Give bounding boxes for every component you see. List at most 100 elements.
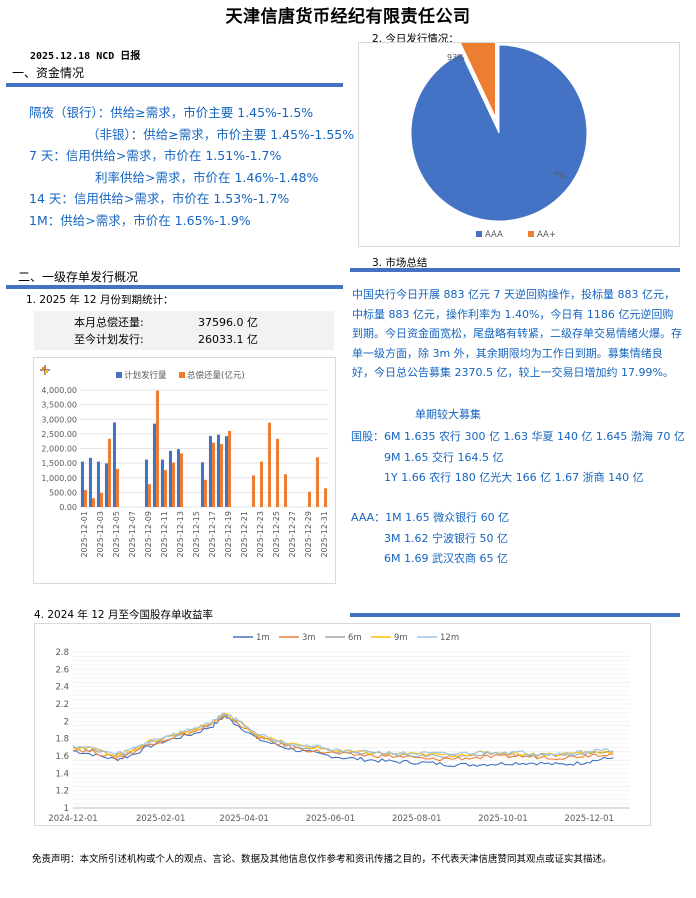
line-y-tick-label: 1.2 xyxy=(55,787,69,797)
large-issuance-line: 6M 1.69 武汉农商 65 亿 xyxy=(384,552,508,565)
market-summary-text: 中国央行今日开展 883 亿元 7 天逆回购操作，投标量 883 亿元，中标量 … xyxy=(352,288,682,380)
bar-planned xyxy=(216,434,220,507)
line-series-12m xyxy=(72,712,614,756)
bar-planned xyxy=(104,463,108,507)
company-title: 天津信唐货币经纪有限责任公司 xyxy=(225,7,471,27)
bar-x-tick-label: 2025-12-15 xyxy=(192,511,201,558)
line-y-tick-label: 2.4 xyxy=(55,683,69,693)
bar-repayment xyxy=(92,498,96,507)
funding-section-heading: 一、资金情况 xyxy=(12,66,85,80)
line-series-9m xyxy=(73,712,614,758)
line-y-tick-label: 1 xyxy=(64,804,69,814)
funding-line: （非银）：供给≥需求，市价主要 1.45%-1.55% xyxy=(87,127,355,142)
bar-repayment xyxy=(260,461,264,507)
stat-row: 本月总偿还量: 37596.0 亿 xyxy=(34,314,334,331)
funding-line: 隔夜（银行）：供给≥需求，市价主要 1.45%-1.5% xyxy=(29,105,314,120)
bar-x-tick-label: 2025-12-09 xyxy=(144,511,153,558)
bar-repayment xyxy=(164,470,168,507)
bar-x-tick-label: 2025-12-31 xyxy=(320,511,329,558)
issuance-bar-chart: 0.00 500.00 1,000.00 1,500.00 2,000.00 2,500.… xyxy=(33,357,336,584)
bar-planned xyxy=(144,459,148,507)
bar-planned xyxy=(160,459,164,507)
line-x-tick-label: 2025-10-01 xyxy=(478,814,527,824)
issuance-pie-chart: 93% 7% AAA AA+ xyxy=(358,28,680,247)
bar-repayment xyxy=(220,444,224,507)
section-divider xyxy=(350,268,680,272)
line-y-tick-label: 2.2 xyxy=(55,700,69,710)
legend-label: 总偿还量(亿元) xyxy=(187,370,245,381)
bar-repayment xyxy=(212,442,216,507)
bar-y-tick-label: 1,000.00 xyxy=(41,474,77,483)
bar-repayment xyxy=(116,468,120,507)
line-legend-label: 9m xyxy=(394,633,408,643)
section-divider xyxy=(6,83,343,87)
disclaimer-text: 免责声明：本文所引述机构或个人的观点、言论、数据及其他信息仅作参考和资讯传播之目… xyxy=(32,854,612,865)
yield-section-heading: 4. 2024 年 12 月至今国股存单收益率 xyxy=(34,609,213,621)
bar-y-tick-label: 3,000.00 xyxy=(41,415,77,424)
bar-repayment xyxy=(252,475,256,507)
pie-legend-label: AA+ xyxy=(537,230,556,240)
line-y-tick-label: 2.8 xyxy=(55,648,69,658)
bar-planned xyxy=(200,462,204,507)
stat-label: 本月总偿还量: xyxy=(74,316,144,329)
line-x-tick-label: 2025-02-01 xyxy=(136,814,185,824)
bar-y-tick-label: 2,500.00 xyxy=(41,430,77,439)
bar-x-tick-label: 2025-12-01 xyxy=(80,511,89,558)
stat-value: 26033.1 亿 xyxy=(198,333,258,346)
bar-planned xyxy=(96,461,100,507)
bar-x-tick-label: 2025-12-13 xyxy=(176,511,185,558)
bar-repayment xyxy=(84,490,88,507)
market-summary-heading: 3. 市场总结 xyxy=(372,257,428,269)
bar-planned xyxy=(168,450,172,507)
stat-value: 37596.0 亿 xyxy=(198,316,258,329)
section-divider xyxy=(350,613,680,617)
line-x-tick-label: 2025-04-01 xyxy=(219,814,268,824)
bar-x-tick-label: 2025-12-05 xyxy=(112,511,121,558)
stat-label: 至今计划发行: xyxy=(74,333,144,346)
bar-planned xyxy=(208,435,212,507)
bar-y-tick-label: 4,000.00 xyxy=(41,386,77,395)
maturity-stats-heading: 1. 2025 年 12 月份到期统计： xyxy=(26,294,174,306)
line-legend-label: 6m xyxy=(348,633,362,643)
funding-line: 1M：供给>需求，市价在 1.65%-1.9% xyxy=(29,213,251,228)
bar-x-tick-label: 2025-12-25 xyxy=(272,511,281,558)
bar-x-tick-label: 2025-12-27 xyxy=(288,511,297,558)
line-y-tick-label: 1.4 xyxy=(55,769,69,779)
bar-repayment xyxy=(228,430,232,507)
line-y-tick-label: 2 xyxy=(64,717,69,727)
large-issuance-line: 3M 1.62 宁波银行 50 亿 xyxy=(384,532,508,545)
pie-data-label: 7% xyxy=(553,171,566,180)
bar-planned xyxy=(224,436,228,507)
bar-repayment xyxy=(156,390,160,507)
bar-chart-svg: 0.00 500.00 1,000.00 1,500.00 2,000.00 2,500.… xyxy=(40,365,329,558)
large-issuance-line: 9M 1.65 交行 164.5 亿 xyxy=(384,451,504,464)
bar-repayment xyxy=(108,438,112,507)
bar-repayment xyxy=(324,488,328,507)
line-y-tick-label: 1.8 xyxy=(55,735,69,745)
report-date-label: 2025.12.18 NCD 日报 xyxy=(30,51,141,62)
pie-legend-swatch xyxy=(528,231,534,237)
legend-swatch xyxy=(116,372,122,378)
bar-repayment xyxy=(100,492,104,507)
large-issuance-line: 国股：6M 1.635 农行 300 亿 1.63 华夏 140 亿 1.645… xyxy=(351,430,685,443)
bar-planned xyxy=(112,422,116,507)
bar-x-tick-label: 2025-12-07 xyxy=(128,511,137,558)
bar-y-tick-label: 1,500.00 xyxy=(41,459,77,468)
line-x-tick-label: 2025-06-01 xyxy=(306,814,355,824)
bar-y-tick-label: 3,500.00 xyxy=(41,401,77,410)
bar-x-tick-label: 2025-12-11 xyxy=(160,511,169,558)
chart-move-icon xyxy=(40,365,50,375)
bar-x-tick-label: 2025-12-23 xyxy=(256,511,265,558)
bar-x-tick-label: 2025-12-17 xyxy=(208,511,217,558)
bar-y-tick-label: 500.00 xyxy=(49,488,77,497)
large-issuance-line: 1Y 1.66 农行 180 亿光大 166 亿 1.67 浙商 140 亿 xyxy=(384,471,644,484)
bar-repayment xyxy=(316,457,320,507)
bar-planned xyxy=(80,461,84,507)
bar-repayment xyxy=(284,474,288,507)
funding-line: 利率供给>需求，市价在 1.46%-1.48% xyxy=(95,170,319,185)
line-x-tick-label: 2025-08-01 xyxy=(392,814,441,824)
line-x-tick-label: 2025-12-01 xyxy=(565,814,614,824)
bar-repayment xyxy=(172,462,176,507)
section-divider xyxy=(6,285,343,289)
bar-y-tick-label: 2,000.00 xyxy=(41,445,77,454)
